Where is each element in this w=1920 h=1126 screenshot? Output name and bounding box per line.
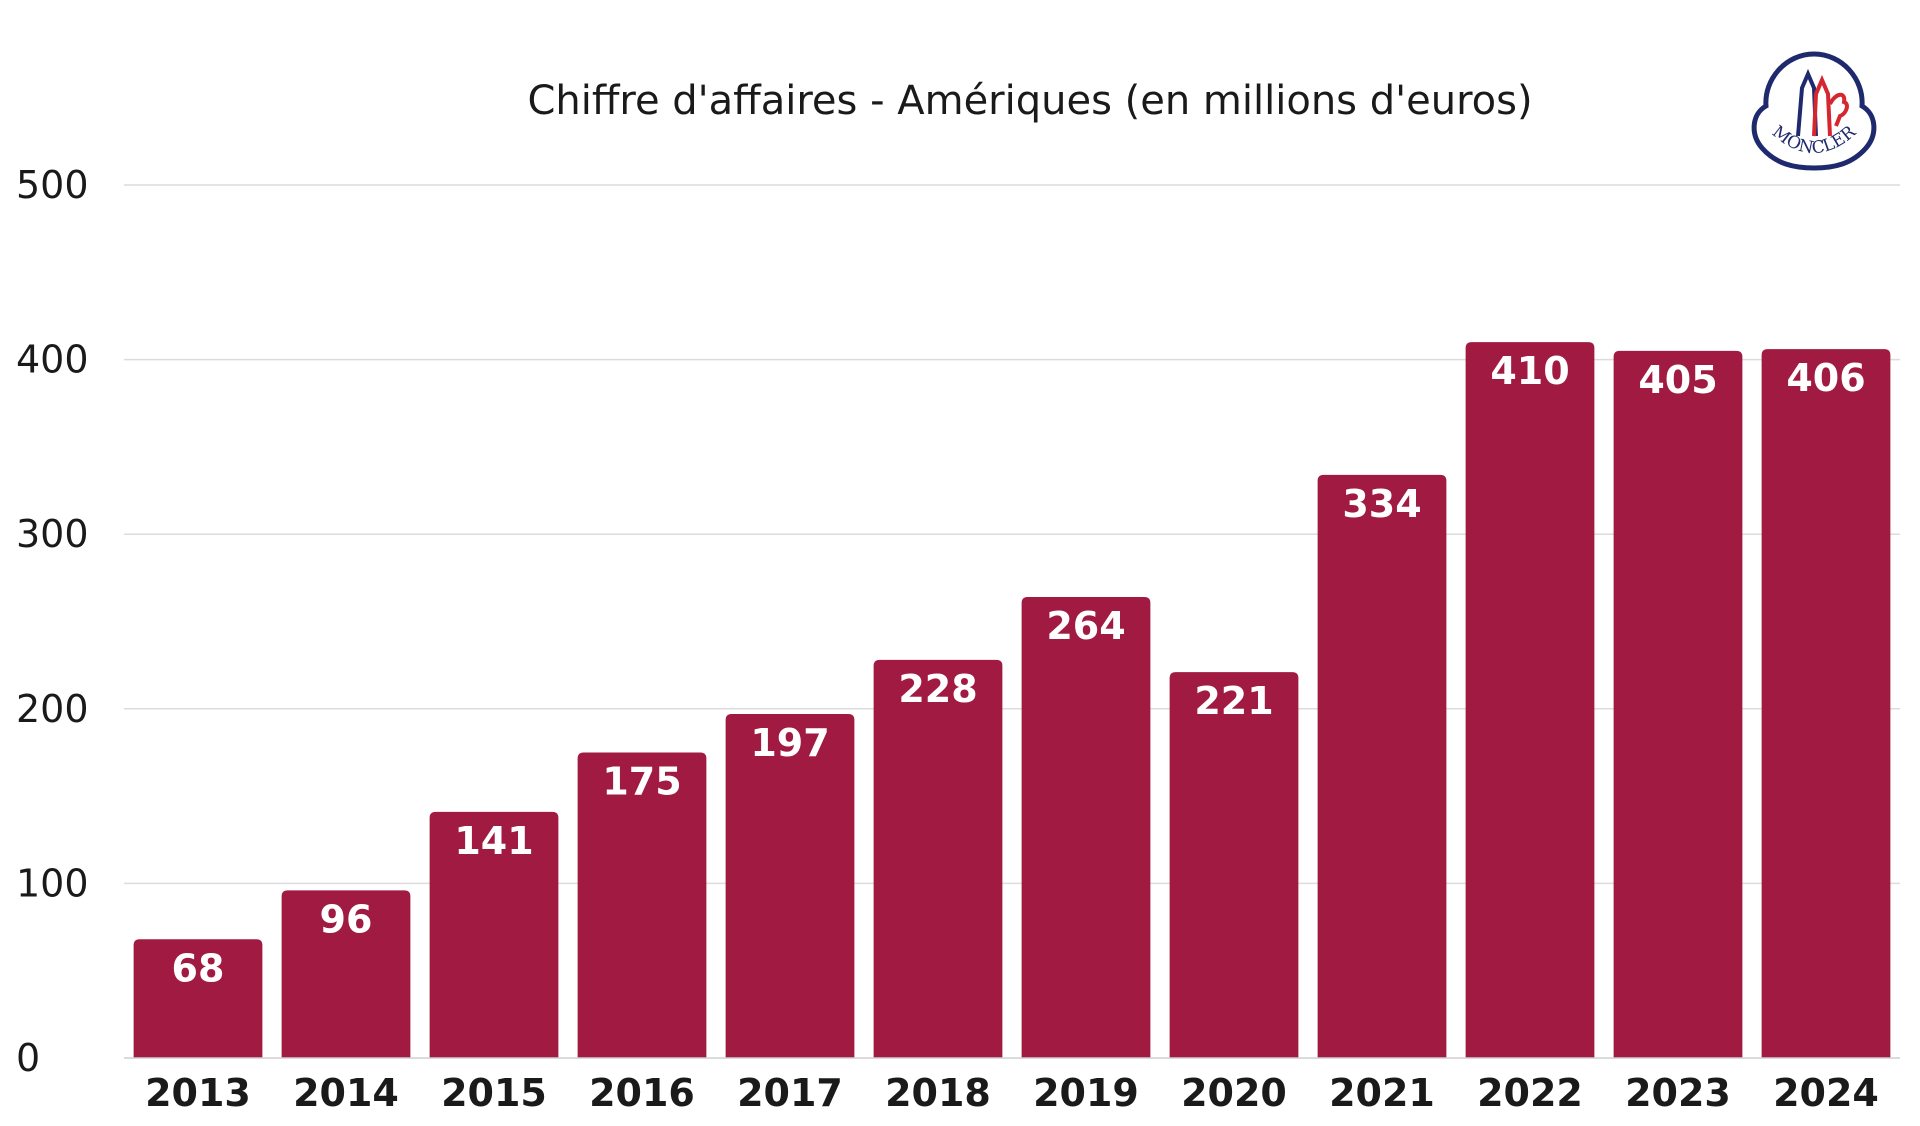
bar	[1021, 597, 1151, 1058]
bar-group-2024: 406	[1761, 349, 1891, 1058]
bar-group-2019: 264	[1021, 597, 1151, 1058]
bar	[1761, 349, 1891, 1058]
x-tick-label: 2019	[1033, 1071, 1139, 1115]
bars: 68 96 141 175 197 228 264 221 334 410 405 406	[133, 342, 1891, 1058]
y-tick-label: 500	[16, 163, 89, 207]
bar	[725, 714, 855, 1058]
bar-group-2013: 68	[133, 939, 263, 1058]
bar	[281, 890, 411, 1058]
x-tick-label: 2014	[293, 1071, 399, 1115]
bar	[1465, 342, 1595, 1058]
bar-value-label: 221	[1194, 679, 1273, 723]
bar-group-2014: 96	[281, 890, 411, 1058]
bar	[1169, 672, 1299, 1058]
x-tick-label: 2021	[1329, 1071, 1435, 1115]
bar-value-label: 405	[1638, 358, 1717, 402]
bar	[1613, 350, 1743, 1058]
bar-value-label: 410	[1490, 349, 1569, 393]
bar	[873, 659, 1003, 1058]
bar	[133, 939, 263, 1058]
y-tick-label: 200	[16, 687, 89, 731]
bar-value-label: 175	[602, 759, 681, 803]
y-tick-label: 0	[16, 1036, 40, 1080]
y-tick-label: 400	[16, 338, 89, 382]
x-tick-label: 2024	[1773, 1071, 1879, 1115]
bar-value-label: 264	[1046, 604, 1125, 648]
bar-value-label: 228	[898, 667, 977, 711]
bar-value-label: 141	[454, 819, 533, 863]
bar-value-label: 96	[320, 897, 373, 941]
x-tick-label: 2018	[885, 1071, 991, 1115]
bar	[1317, 474, 1447, 1058]
bar-group-2017: 197	[725, 714, 855, 1058]
bar-value-label: 197	[750, 721, 829, 765]
bar-group-2020: 221	[1169, 672, 1299, 1058]
y-tick-label: 100	[16, 861, 89, 905]
x-tick-label: 2015	[441, 1071, 547, 1115]
logo-tower-right	[1812, 74, 1832, 137]
gridlines	[124, 184, 1900, 885]
moncler-logo: MONCLER	[1751, 51, 1877, 171]
bar-value-label: 68	[172, 946, 225, 990]
logo-rooster	[1828, 92, 1849, 127]
y-axis: 0 100 200 300 400 500	[16, 163, 89, 1080]
bar-group-2016: 175	[577, 752, 707, 1058]
bar-group-2021: 334	[1317, 474, 1447, 1058]
x-tick-label: 2022	[1477, 1071, 1583, 1115]
x-tick-label: 2016	[589, 1071, 695, 1115]
bar	[429, 811, 559, 1058]
bar-value-label: 334	[1342, 482, 1421, 526]
bar-group-2022: 410	[1465, 342, 1595, 1058]
x-tick-label: 2020	[1181, 1071, 1287, 1115]
x-tick-label: 2023	[1625, 1071, 1731, 1115]
bar	[577, 752, 707, 1058]
x-axis: 2013 2014 2015 2016 2017 2018 2019 2020 2021 2022…	[145, 1071, 1879, 1115]
bar-group-2023: 405	[1613, 350, 1743, 1058]
bar-group-2015: 141	[429, 811, 559, 1058]
x-tick-label: 2013	[145, 1071, 251, 1115]
chart-title: Chiffre d'affaires - Amériques (en milli…	[527, 78, 1533, 124]
bar-value-label: 406	[1786, 356, 1865, 400]
y-tick-label: 300	[16, 512, 89, 556]
x-tick-label: 2017	[737, 1071, 843, 1115]
bar-group-2018: 228	[873, 659, 1003, 1058]
